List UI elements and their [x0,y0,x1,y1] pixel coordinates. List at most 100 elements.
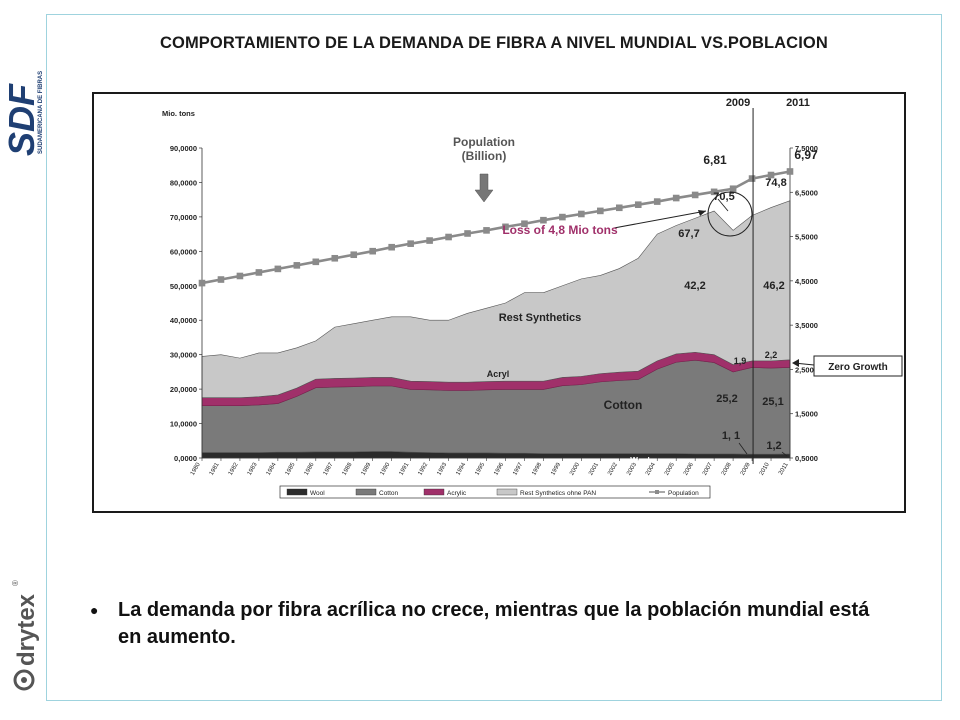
population-marker [634,201,642,208]
y2-tick-label: 3,5000 [795,321,818,330]
population-marker [729,185,737,193]
x-tick-label: 1980 [190,461,202,476]
y-tick-label: 10,0000 [170,420,197,429]
y-tick-label: 60,0000 [170,247,197,256]
population-marker [217,276,225,283]
x-tick-label: 1994 [455,461,467,476]
x-tick-label: 1986 [304,461,316,476]
population-marker [331,254,339,262]
annotation-cotton-2009: 25,2 [716,393,737,405]
population-marker [597,207,604,215]
y-tick-label: 40,0000 [170,316,197,325]
y-tick-label: 30,0000 [170,351,197,360]
x-tick-label: 1993 [436,461,448,476]
loss-arrow-line [613,210,707,229]
population-marker [748,175,756,182]
y-tick-label: 80,0000 [170,178,197,187]
legend-swatch [496,488,518,496]
annotation-acryl-2009: 1,9 [734,356,747,366]
y2-tick-label: 1,5000 [795,410,818,419]
marker-label-2009: 2009 [726,97,750,109]
legend-label: Wool [310,490,325,497]
annotation-acryl-2011: 2,2 [765,350,778,360]
y2-tick-label: 6,5000 [795,188,818,197]
annotation-total-2011: 74,8 [765,177,786,189]
population-marker [388,243,395,251]
y-tick-label: 90,0000 [170,144,197,153]
y-tick-label: 70,0000 [170,213,197,222]
population-marker [255,269,263,276]
legend-label: Cotton [379,490,399,497]
fiber-demand-chart: Mio. tons 0,0000 10,0000 20,0000 30,0000 40,0… [162,97,903,499]
frame-right-line [941,14,942,701]
population-marker [198,279,206,287]
loss-pointer-line [717,198,729,212]
y2-tick-label: 2,5000 [795,365,818,374]
x-tick-label: 1991 [399,461,411,476]
x-tick-label: 1989 [361,461,373,476]
wool-2011-pointer [781,451,788,457]
wool-2009-pointer [738,442,748,455]
frame-bottom-line [46,700,942,701]
x-tick-label: 1984 [266,461,278,476]
annotation-total-2007: 67,7 [678,228,699,240]
sdf-logo-tagline: SUDAMERICANA DE FIBRAS [38,71,44,154]
population-marker [426,237,433,244]
sdf-logo-text: SDF [4,83,42,156]
legend-label: Acrylic [447,490,467,497]
x-tick-label: 1996 [493,461,505,476]
area-label-wool: Wool [630,456,649,465]
population-marker [407,240,414,247]
legend-marker [655,490,659,494]
population-arrow-icon [474,173,494,203]
population-marker [786,168,794,175]
annotation-cotton-2011: 25,1 [762,396,783,408]
y2-tick-label: 4,5000 [795,277,818,286]
area-label-cotton: Cotton [604,398,643,412]
legend-swatch [355,488,377,496]
population-marker [653,198,661,205]
legend-label: Rest Synthetics ohne PAN [520,490,596,497]
bullet-text: La demanda por fibra acrílica no crece, … [118,599,870,648]
area-label-rest: Rest Synthetics [499,312,582,324]
x-tick-label: 2010 [759,461,771,476]
population-callout-label: (Billion) [462,149,507,163]
population-marker [767,171,775,179]
loss-arrowhead-icon [698,210,706,216]
zero-growth-arrowhead-icon [792,359,799,367]
population-marker [521,220,528,228]
population-marker [615,204,623,212]
x-tick-label: 1995 [474,461,486,476]
frame-top-line [46,14,942,15]
marker-label-2011: 2011 [786,97,810,109]
y2-tick-label: 5,5000 [795,233,818,242]
chart-panel: Mio. tons 0,0000 10,0000 20,0000 30,0000 40,0… [92,92,906,513]
frame-left-line [46,14,47,701]
population-marker [691,191,699,199]
legend-swatch [423,488,445,496]
population-marker [578,210,585,218]
annotation-rest-2011: 46,2 [763,280,784,292]
x-tick-label: 1997 [512,461,524,476]
population-marker [502,223,509,231]
population-marker [464,230,471,237]
x-tick-label: 1990 [380,461,392,476]
bullet-marker: ● [90,602,99,618]
population-marker [274,265,282,273]
zero-growth-box [813,355,903,377]
population-marker [293,262,301,269]
x-tick-label: 1998 [531,461,543,476]
x-tick-label: 2002 [607,461,619,476]
annotation-loss: Loss of 4,8 Mio tons [502,223,618,237]
population-marker [540,216,547,224]
drytex-logo: drytex ® [4,580,44,695]
y-tick-label: 20,0000 [170,385,197,394]
y-tick-label: 0,0000 [174,454,197,463]
slide-title: COMPORTAMIENTO DE LA DEMANDA DE FIBRA A … [160,34,828,52]
y2-tick-label: 0,5000 [795,454,818,463]
y2-tick-label: 7,5000 [795,144,818,153]
y-axis-unit-label: Mio. tons [162,109,195,118]
x-tick-label: 1982 [228,461,240,476]
annotation-rest-2009: 42,2 [684,280,705,292]
population-marker [236,272,244,280]
